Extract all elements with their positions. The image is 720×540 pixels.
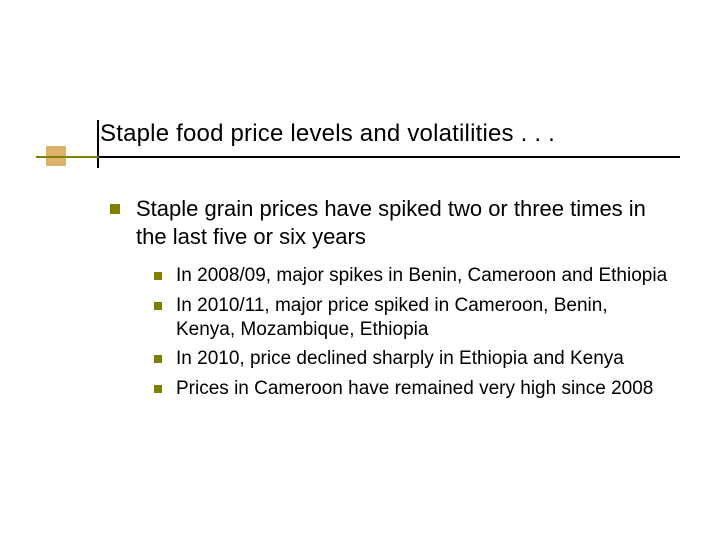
sublist: In 2008/09, major spikes in Benin, Camer… [154,264,670,401]
square-bullet-icon [110,204,120,214]
list-item-text: In 2010/11, major price spiked in Camero… [176,294,670,342]
list-item: In 2010/11, major price spiked in Camero… [154,294,670,342]
list-item: In 2010, price declined sharply in Ethio… [154,347,670,371]
slide: Staple food price levels and volatilitie… [0,0,720,540]
title-rule-vertical [97,120,99,168]
list-item-text: In 2010, price declined sharply in Ethio… [176,347,624,371]
title-rule-dark [99,156,680,158]
list-item: Prices in Cameroon have remained very hi… [154,377,670,401]
square-bullet-icon [154,272,162,280]
square-bullet-icon [154,355,162,363]
list-item: In 2008/09, major spikes in Benin, Camer… [154,264,670,288]
list-item-text: In 2008/09, major spikes in Benin, Camer… [176,264,667,288]
square-bullet-icon [154,385,162,393]
list-item-text: Prices in Cameroon have remained very hi… [176,377,653,401]
slide-body: Staple grain prices have spiked two or t… [110,195,670,407]
title-rule-olive [36,156,99,158]
list-item-text: Staple grain prices have spiked two or t… [136,195,670,250]
title-block: Staple food price levels and volatilitie… [100,120,680,148]
list-item: Staple grain prices have spiked two or t… [110,195,670,250]
square-bullet-icon [154,302,162,310]
slide-title: Staple food price levels and volatilitie… [100,120,680,148]
